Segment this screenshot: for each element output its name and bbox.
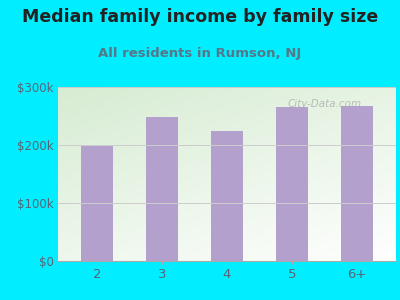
- Bar: [81, 145, 113, 261]
- Text: Median family income by family size: Median family income by family size: [22, 8, 378, 26]
- Bar: [211, 130, 243, 261]
- Bar: [276, 107, 308, 261]
- Text: City-Data.com: City-Data.com: [288, 99, 362, 109]
- Bar: [146, 117, 178, 261]
- Text: All residents in Rumson, NJ: All residents in Rumson, NJ: [98, 46, 302, 59]
- Bar: [341, 106, 373, 261]
